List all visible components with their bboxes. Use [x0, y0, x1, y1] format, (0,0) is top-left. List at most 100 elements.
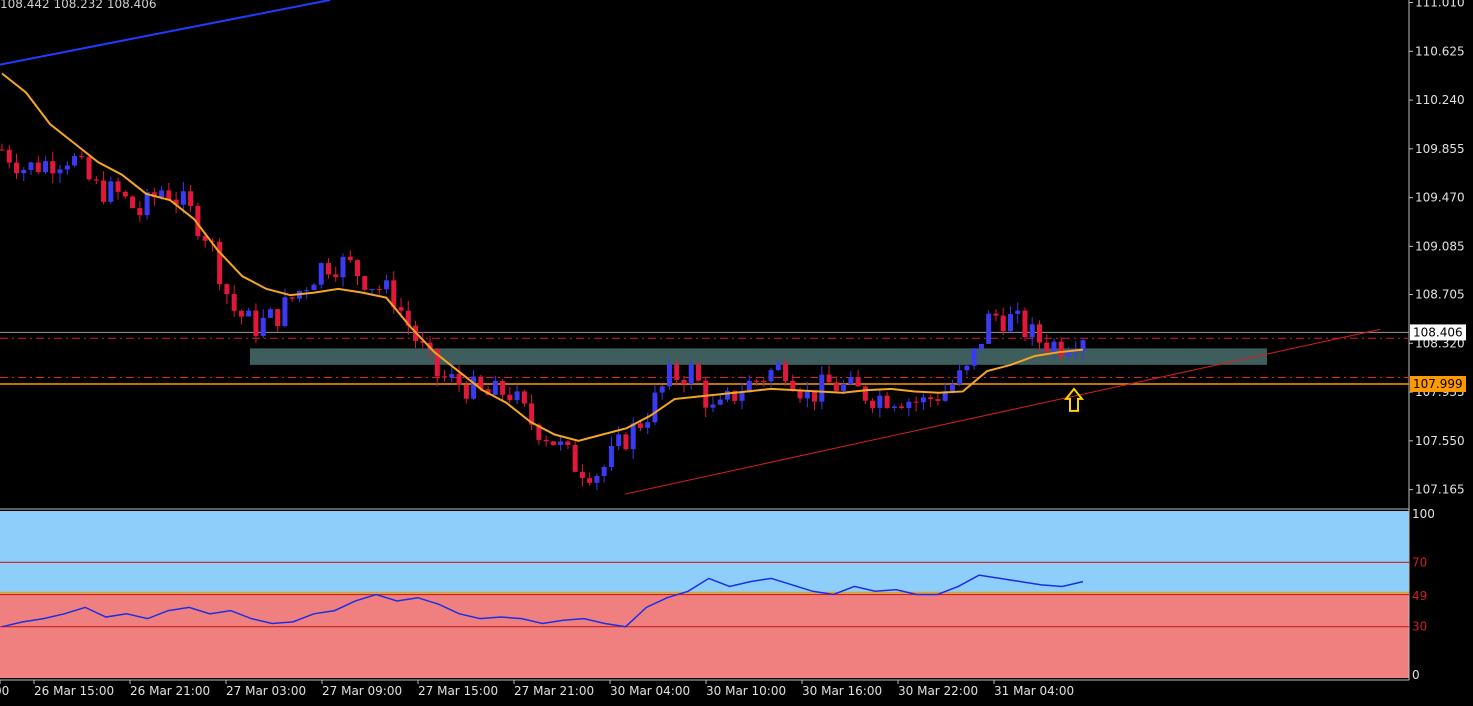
candle-body — [398, 307, 404, 311]
candle-body — [688, 364, 694, 384]
candle-body — [1007, 313, 1013, 332]
candle-body — [579, 471, 585, 479]
candle-body — [993, 313, 999, 316]
candle-body — [101, 180, 107, 202]
candle-body — [1051, 341, 1057, 352]
price-tick-label: 109.085 — [1415, 239, 1465, 253]
candle-body — [616, 434, 622, 447]
support-zone — [250, 348, 1267, 365]
moving-average-line — [1, 72, 1084, 442]
rsi-upper-zone — [0, 511, 1409, 595]
price-tick-label: 110.625 — [1415, 44, 1465, 58]
rsi-tick-label: 0 — [1412, 668, 1420, 682]
candle-body — [942, 391, 948, 401]
candle-body — [659, 386, 665, 393]
candle-body — [369, 289, 375, 291]
candle-body — [906, 401, 912, 409]
candle-body — [202, 236, 208, 241]
candle-body — [246, 310, 252, 317]
candle-body — [362, 276, 368, 290]
candle-body — [463, 384, 469, 399]
candle-body — [877, 395, 883, 408]
candle-body — [376, 289, 382, 291]
candle-body — [978, 343, 984, 349]
candle-body — [108, 181, 114, 202]
candle-body — [536, 424, 542, 440]
price-tick-label: 107.165 — [1415, 483, 1465, 497]
candle-body — [1058, 341, 1064, 357]
price-tick-label: 108.705 — [1415, 288, 1465, 302]
time-tick-label: 26 Mar 15:00 — [34, 684, 114, 698]
candle-body — [492, 380, 498, 395]
time-tick-label: 00 — [0, 684, 9, 698]
candle-body — [231, 294, 237, 311]
candle-body — [282, 297, 288, 326]
candle-body — [812, 391, 818, 402]
candle-body — [746, 380, 752, 393]
candle-body — [666, 364, 672, 387]
candle-body — [304, 290, 310, 292]
candle-body — [949, 384, 955, 392]
price-tick-label: 109.470 — [1415, 191, 1465, 205]
candle-body — [195, 205, 201, 237]
candle-body — [928, 397, 934, 400]
candle-body — [238, 310, 244, 317]
rsi-tick-label: 100 — [1412, 507, 1435, 521]
time-tick-label: 26 Mar 21:00 — [130, 684, 210, 698]
candle-body — [325, 263, 331, 275]
candle-body — [188, 191, 194, 206]
time-tick-label: 27 Mar 09:00 — [322, 684, 402, 698]
candle-body — [761, 381, 767, 383]
candle-body — [681, 379, 687, 384]
candle-body — [333, 274, 339, 278]
candle-body — [652, 392, 658, 423]
candle-body — [1036, 324, 1042, 343]
candle-body — [166, 190, 172, 200]
candle-body — [841, 383, 847, 391]
candle-body — [449, 374, 455, 378]
candle-body — [957, 370, 963, 385]
rsi-line — [1, 574, 1084, 628]
candle-body — [420, 340, 426, 343]
candle-body — [920, 397, 926, 403]
candle-body — [1000, 315, 1006, 332]
rsi-lower-zone — [0, 594, 1409, 678]
price-tick-label: 111.010 — [1415, 0, 1465, 10]
candle-body — [710, 404, 716, 408]
candle-body — [717, 399, 723, 405]
candle-body — [964, 365, 970, 371]
candle-body — [43, 161, 49, 173]
candle-body — [275, 309, 281, 326]
candle-body — [137, 208, 143, 216]
candle-body — [1044, 342, 1050, 352]
candle-body — [6, 149, 12, 163]
current-price-tag — [1410, 324, 1466, 341]
candle-body — [514, 391, 520, 401]
candle-body — [1073, 351, 1079, 353]
candle-body — [50, 161, 56, 174]
price-tick-label: 110.240 — [1415, 93, 1465, 107]
candle-body — [783, 363, 789, 381]
candle-body — [739, 392, 745, 401]
candle-body — [1029, 324, 1035, 338]
candle-body — [775, 363, 781, 371]
candle-body — [797, 390, 803, 399]
time-tick-label: 31 Mar 04:00 — [994, 684, 1074, 698]
price-tick-label: 109.855 — [1415, 142, 1465, 156]
candle-body — [224, 284, 230, 295]
candle-body — [804, 391, 810, 399]
candle-body — [725, 390, 731, 400]
candle-body — [35, 162, 41, 173]
ohlc-readout: 108.442 108.232 108.406 — [0, 0, 157, 11]
candle-body — [971, 348, 977, 366]
candle-body — [848, 377, 854, 384]
candle-body — [891, 406, 897, 408]
candle-body — [180, 191, 186, 205]
candle-body — [64, 165, 70, 170]
candle-body — [732, 390, 738, 401]
candle-body — [623, 434, 629, 450]
time-tick-label: 27 Mar 15:00 — [418, 684, 498, 698]
candle-body — [862, 386, 868, 401]
candle-body — [630, 423, 636, 450]
